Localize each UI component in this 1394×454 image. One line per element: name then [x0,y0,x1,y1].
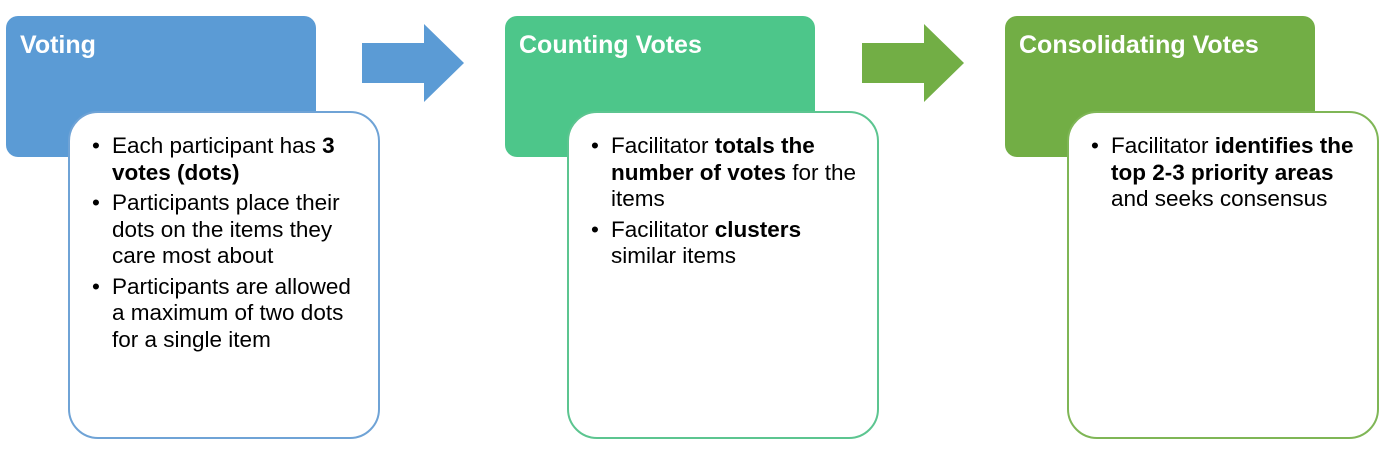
bullet-dot-icon: • [92,133,100,158]
bullet-item: • Facilitator clusters similar items [591,217,863,270]
bullet-text: Participants place their dots on the ite… [112,190,340,268]
bullet-dot-icon: • [92,190,100,215]
bullet-text: similar items [611,243,737,268]
step-details-card: • Each participant has 3 votes (dots) • Par… [68,111,380,439]
bullet-text-bold: clusters [714,216,802,242]
bullet-list: • Facilitator identifies the top 2-3 prio… [1091,133,1363,213]
right-arrow-icon [362,24,464,102]
step-details-card: • Facilitator identifies the top 2-3 prio… [1067,111,1379,439]
bullet-text: Facilitator [611,216,715,242]
bullet-list: • Each participant has 3 votes (dots) • Par… [92,133,364,353]
bullet-dot-icon: • [591,133,599,158]
bullet-text: Participants are allowed a maximum of tw… [112,273,351,352]
bullet-item: • Facilitator totals the number of votes … [591,133,863,213]
bullet-text: for the items [611,159,857,212]
bullet-text: and seeks consensus [1111,186,1328,211]
bullet-text: Facilitator [611,133,715,158]
bullet-text-bold: identifies the top 2-3 priority areas [1111,133,1354,185]
bullet-list: • Facilitator totals the number of votes … [591,133,863,270]
bullet-text-bold: 3 votes (dots) [112,133,335,185]
bullet-dot-icon: • [92,273,100,299]
bullet-dot-icon: • [1091,133,1099,158]
bullet-dot-icon: • [591,216,599,242]
arrow-shape [362,24,464,102]
bullet-item: • Facilitator identifies the top 2-3 prio… [1091,133,1363,213]
bullet-item: • Each participant has 3 votes (dots) [92,133,364,186]
bullet-text: Facilitator [1111,133,1215,158]
bullet-item: • Participants are allowed a maximum of t… [92,274,364,354]
right-arrow-icon [862,24,964,102]
bullet-text: Each participant has [112,133,323,158]
bullet-item: • Participants place their dots on the it… [92,190,364,270]
arrow-shape [862,24,964,102]
step-details-card: • Facilitator totals the number of votes … [567,111,879,439]
bullet-text-bold: totals the number of votes [611,133,815,185]
